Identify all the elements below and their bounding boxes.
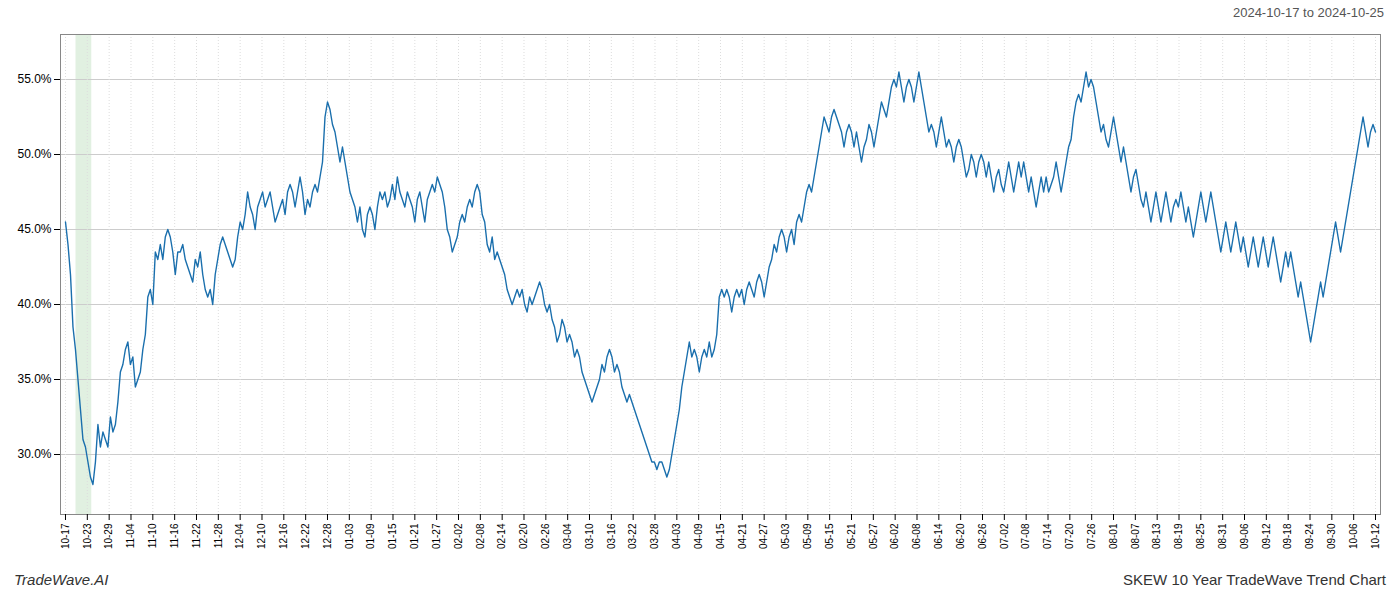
svg-text:12-16: 12-16 [278, 523, 289, 549]
svg-text:08-31: 08-31 [1217, 523, 1228, 549]
svg-text:08-01: 08-01 [1108, 523, 1119, 549]
svg-text:09-24: 09-24 [1304, 523, 1315, 549]
svg-text:03-28: 03-28 [649, 523, 660, 549]
svg-text:06-26: 06-26 [977, 523, 988, 549]
svg-text:50.0%: 50.0% [17, 147, 51, 161]
svg-text:05-15: 05-15 [824, 523, 835, 549]
svg-text:04-15: 04-15 [715, 523, 726, 549]
html-text:SKEW 10 Year TradeWave Trend C: SKEW 10 Year TradeWave Trend Chart [1123, 570, 1386, 588]
svg-text:30.0%: 30.0% [17, 447, 51, 461]
svg-text:08-25: 08-25 [1195, 523, 1206, 549]
svg-text:08-13: 08-13 [1151, 523, 1162, 549]
svg-text:07-20: 07-20 [1064, 523, 1075, 549]
svg-text:04-03: 04-03 [671, 523, 682, 549]
svg-text:10-29: 10-29 [103, 523, 114, 549]
svg-text:01-15: 01-15 [387, 523, 398, 549]
svg-text:45.0%: 45.0% [17, 222, 51, 236]
svg-text:11-10: 11-10 [147, 523, 158, 548]
svg-text:06-02: 06-02 [889, 523, 900, 549]
svg-text:01-09: 01-09 [365, 523, 376, 549]
svg-text:01-03: 01-03 [344, 523, 355, 549]
svg-text:11-16: 11-16 [169, 523, 180, 548]
html-text:2024-10-17 to 2024-10-25: 2024-10-17 to 2024-10-25 [1232, 4, 1384, 20]
svg-text:02-02: 02-02 [453, 523, 464, 549]
svg-text:05-03: 05-03 [780, 523, 791, 549]
svg-text:07-14: 07-14 [1042, 523, 1053, 549]
svg-text:02-26: 02-26 [540, 523, 551, 549]
svg-text:03-16: 03-16 [606, 523, 617, 549]
svg-text:35.0%: 35.0% [17, 372, 51, 386]
svg-text:10-23: 10-23 [82, 523, 93, 549]
svg-text:09-30: 09-30 [1326, 523, 1337, 549]
svg-text:06-14: 06-14 [933, 523, 944, 549]
svg-text:11-28: 11-28 [213, 523, 224, 548]
svg-text:12-28: 12-28 [322, 523, 333, 549]
svg-text:10-12: 10-12 [1370, 523, 1381, 549]
svg-text:12-22: 12-22 [300, 523, 311, 549]
svg-text:01-21: 01-21 [409, 523, 420, 549]
svg-text:10-17: 10-17 [60, 523, 71, 549]
svg-text:04-21: 04-21 [737, 523, 748, 549]
svg-text:09-12: 09-12 [1261, 523, 1272, 549]
svg-text:02-08: 02-08 [475, 523, 486, 549]
svg-text:05-21: 05-21 [846, 523, 857, 549]
svg-text:12-10: 12-10 [256, 523, 267, 549]
svg-text:05-27: 05-27 [868, 523, 879, 549]
svg-text:02-20: 02-20 [518, 523, 529, 549]
svg-text:55.0%: 55.0% [17, 72, 51, 86]
svg-text:07-26: 07-26 [1086, 523, 1097, 549]
svg-text:11-22: 11-22 [191, 523, 202, 548]
svg-text:11-04: 11-04 [125, 523, 136, 548]
svg-text:04-27: 04-27 [758, 523, 769, 549]
svg-text:01-27: 01-27 [431, 523, 442, 549]
html-text:TradeWave.AI: TradeWave.AI [14, 570, 109, 588]
svg-text:07-02: 07-02 [999, 523, 1010, 549]
svg-text:03-04: 03-04 [562, 523, 573, 549]
svg-text:06-08: 06-08 [911, 523, 922, 549]
svg-text:06-20: 06-20 [955, 523, 966, 549]
svg-text:09-18: 09-18 [1282, 523, 1293, 549]
svg-text:40.0%: 40.0% [17, 297, 51, 311]
svg-text:08-19: 08-19 [1173, 523, 1184, 549]
svg-text:07-08: 07-08 [1020, 523, 1031, 549]
svg-text:03-22: 03-22 [627, 523, 638, 549]
svg-text:03-10: 03-10 [584, 523, 595, 549]
svg-text:10-06: 10-06 [1348, 523, 1359, 549]
svg-text:05-09: 05-09 [802, 523, 813, 549]
svg-text:04-09: 04-09 [693, 523, 704, 549]
svg-text:09-06: 09-06 [1239, 523, 1250, 549]
svg-text:08-07: 08-07 [1130, 523, 1141, 549]
svg-text:12-04: 12-04 [234, 523, 245, 549]
svg-text:02-14: 02-14 [496, 523, 507, 549]
